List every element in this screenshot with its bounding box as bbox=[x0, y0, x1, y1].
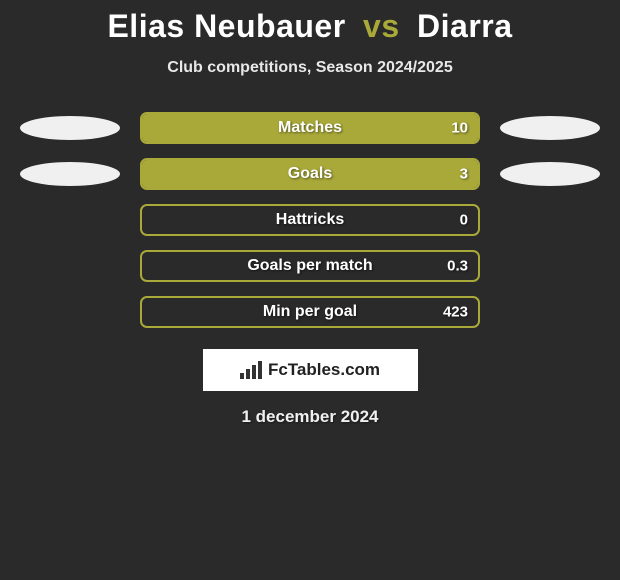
stat-bar: Goals per match 0.3 bbox=[140, 250, 480, 282]
stat-bar: Matches 10 bbox=[140, 112, 480, 144]
stat-label: Matches bbox=[278, 119, 342, 137]
vs-label: vs bbox=[363, 8, 400, 44]
stat-row: Matches 10 bbox=[0, 105, 620, 151]
stat-value: 0 bbox=[460, 212, 468, 229]
stat-value: 423 bbox=[443, 304, 468, 321]
left-ellipse bbox=[20, 116, 120, 140]
stat-value: 0.3 bbox=[447, 258, 468, 275]
player1-name: Elias Neubauer bbox=[107, 8, 345, 44]
stat-label: Min per goal bbox=[263, 303, 357, 321]
stat-row: Hattricks 0 bbox=[0, 197, 620, 243]
comparison-infographic: Elias Neubauer vs Diarra Club competitio… bbox=[0, 0, 620, 427]
stat-value: 10 bbox=[451, 120, 468, 137]
left-ellipse bbox=[20, 162, 120, 186]
stat-row: Goals per match 0.3 bbox=[0, 243, 620, 289]
stat-value: 3 bbox=[460, 166, 468, 183]
stat-bar: Min per goal 423 bbox=[140, 296, 480, 328]
right-ellipse bbox=[500, 162, 600, 186]
page-title: Elias Neubauer vs Diarra bbox=[0, 8, 620, 45]
bar-chart-icon bbox=[240, 361, 262, 379]
stat-label: Hattricks bbox=[276, 211, 344, 229]
stat-row: Goals 3 bbox=[0, 151, 620, 197]
stat-bar: Goals 3 bbox=[140, 158, 480, 190]
stats-list: Matches 10 Goals 3 Hattricks 0 Goals per match… bbox=[0, 105, 620, 335]
stat-label: Goals per match bbox=[247, 257, 372, 275]
stat-row: Min per goal 423 bbox=[0, 289, 620, 335]
date-label: 1 december 2024 bbox=[0, 407, 620, 427]
brand-text: FcTables.com bbox=[268, 360, 380, 380]
subtitle: Club competitions, Season 2024/2025 bbox=[0, 59, 620, 77]
brand-badge: FcTables.com bbox=[203, 349, 418, 391]
player2-name: Diarra bbox=[417, 8, 513, 44]
stat-label: Goals bbox=[288, 165, 332, 183]
stat-bar: Hattricks 0 bbox=[140, 204, 480, 236]
right-ellipse bbox=[500, 116, 600, 140]
